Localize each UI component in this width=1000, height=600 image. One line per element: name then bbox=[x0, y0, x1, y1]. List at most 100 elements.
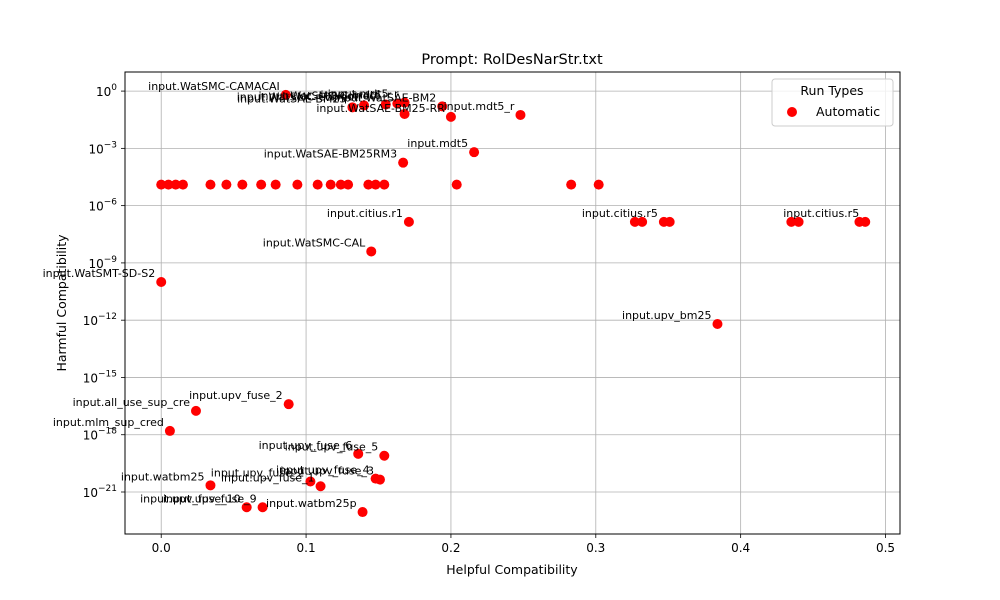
point-label: input.WatSMC-CAL bbox=[263, 236, 366, 249]
data-point bbox=[257, 502, 268, 513]
data-point bbox=[156, 277, 167, 287]
x-tick-label: 0.4 bbox=[731, 541, 750, 555]
y-tick-label: 10−3 bbox=[88, 140, 117, 156]
legend-box bbox=[771, 78, 894, 127]
point-label: input.upv_bm25 bbox=[622, 309, 711, 322]
data-point bbox=[629, 216, 640, 227]
data-point bbox=[379, 179, 390, 190]
point-label: input.WatSMC-Correct bbox=[237, 90, 359, 103]
x-axis-title: Helpful Compatibility bbox=[446, 562, 578, 577]
data-point bbox=[860, 216, 871, 227]
chart-title: Prompt: RolDesNarStr.txt bbox=[421, 52, 603, 68]
data-point bbox=[374, 474, 385, 485]
x-tick-label: 0.2 bbox=[441, 541, 460, 555]
x-tick-label: 0.3 bbox=[586, 541, 605, 555]
legend-marker-automatic bbox=[787, 107, 797, 117]
x-tick-label: 0.5 bbox=[876, 541, 895, 555]
data-point bbox=[363, 179, 374, 190]
data-point bbox=[335, 179, 346, 190]
data-point bbox=[366, 246, 377, 257]
legend-title: Run Types bbox=[800, 83, 863, 98]
point-label: input.mdt5_r bbox=[328, 88, 399, 101]
plot-frame bbox=[124, 71, 901, 535]
y-tick-label: 10−9 bbox=[88, 255, 117, 271]
data-point bbox=[437, 101, 448, 112]
data-point bbox=[399, 97, 410, 108]
data-point bbox=[353, 448, 364, 459]
point-label: input.citius.r5 bbox=[582, 207, 658, 220]
point-label: input.upv_fuse_3 bbox=[280, 465, 374, 478]
x-tick-label: 0.0 bbox=[152, 541, 171, 555]
data-point bbox=[325, 179, 336, 190]
data-point bbox=[221, 179, 232, 190]
data-point bbox=[370, 179, 381, 190]
data-point bbox=[241, 502, 252, 513]
data-point bbox=[380, 99, 391, 110]
data-point bbox=[451, 179, 462, 190]
data-point bbox=[343, 179, 354, 190]
point-label: input.WatSMT-SD-S2 bbox=[43, 267, 156, 280]
data-point bbox=[312, 179, 323, 190]
data-point bbox=[205, 480, 216, 491]
data-point bbox=[280, 89, 291, 100]
data-point bbox=[163, 179, 174, 190]
point-label: input.WatSAE-BM25 bbox=[237, 92, 346, 105]
data-point bbox=[593, 179, 604, 190]
data-points bbox=[156, 89, 871, 518]
y-tick-label: 10−18 bbox=[83, 427, 118, 443]
point-label: input.watbm25 bbox=[121, 470, 205, 483]
grid-lines bbox=[125, 72, 900, 534]
point-label: input.citius.r1 bbox=[327, 207, 403, 220]
data-point bbox=[283, 399, 294, 410]
point-label: input.upv_fuse_9 bbox=[163, 492, 257, 505]
point-labels: input.WatSMT-SD-S2input.WatSMC-CAMACAIin… bbox=[43, 80, 860, 510]
x-axis-ticks: 0.0 0.1 0.2 0.3 0.4 0.5 bbox=[152, 534, 895, 555]
data-point bbox=[786, 216, 797, 227]
data-point bbox=[664, 216, 675, 227]
y-tick-label: 10−21 bbox=[83, 484, 117, 500]
point-label: input.upv_fuse_2 bbox=[211, 467, 305, 480]
point-label: input.WatSAE-BM25RM3 bbox=[264, 148, 397, 161]
point-label: input.all_use_sup_cre bbox=[73, 396, 191, 409]
data-point bbox=[170, 179, 181, 190]
point-label: input.upv_fuse_4 bbox=[276, 464, 370, 477]
y-tick-label: 100 bbox=[96, 83, 117, 99]
data-point bbox=[379, 450, 390, 461]
data-point bbox=[164, 425, 175, 436]
point-label: input.mlm_sup_cred bbox=[53, 416, 164, 429]
point-label: input.upv_fuse_6 bbox=[259, 439, 353, 452]
y-axis-ticks: 100 10−3 10−6 10−9 10−12 10−15 10−18 10−21 bbox=[83, 83, 125, 500]
point-label: input.mdt5_r bbox=[321, 89, 392, 102]
point-label: input.WatSAE-BM2 bbox=[334, 91, 436, 104]
point-label: input.mdt5_r bbox=[444, 100, 515, 113]
data-point bbox=[292, 179, 303, 190]
point-label: input.upv_fuse_1 bbox=[221, 471, 315, 484]
data-point bbox=[398, 157, 409, 168]
data-point bbox=[205, 179, 216, 190]
data-point bbox=[315, 481, 326, 492]
y-tick-label: 10−6 bbox=[88, 198, 117, 214]
data-point bbox=[305, 476, 316, 487]
point-label: input.WatSMC-CAMACAI bbox=[148, 80, 280, 93]
data-point bbox=[469, 147, 480, 158]
point-label: input.watbm25p bbox=[266, 497, 357, 510]
legend: Run Types Automatic bbox=[771, 78, 894, 127]
data-point bbox=[190, 405, 201, 416]
data-point bbox=[515, 109, 526, 120]
point-label: input.upv_fuse_2 bbox=[189, 389, 283, 402]
point-label: input.WatSAE-BM25-RR bbox=[316, 102, 445, 115]
data-point bbox=[256, 179, 267, 190]
data-point bbox=[270, 179, 281, 190]
legend-label-automatic: Automatic bbox=[816, 104, 880, 119]
y-axis-title: Harmful Compatibility bbox=[54, 234, 69, 372]
data-point bbox=[347, 102, 358, 113]
data-point bbox=[177, 179, 188, 190]
point-label: input.mdt5 bbox=[407, 137, 468, 150]
data-point bbox=[237, 179, 248, 190]
data-point bbox=[399, 109, 410, 119]
y-tick-label: 10−12 bbox=[83, 312, 117, 328]
data-point bbox=[156, 179, 167, 190]
point-label: input.citius.r5 bbox=[783, 207, 859, 220]
point-label: input.upv_fuse_10 bbox=[140, 492, 241, 505]
